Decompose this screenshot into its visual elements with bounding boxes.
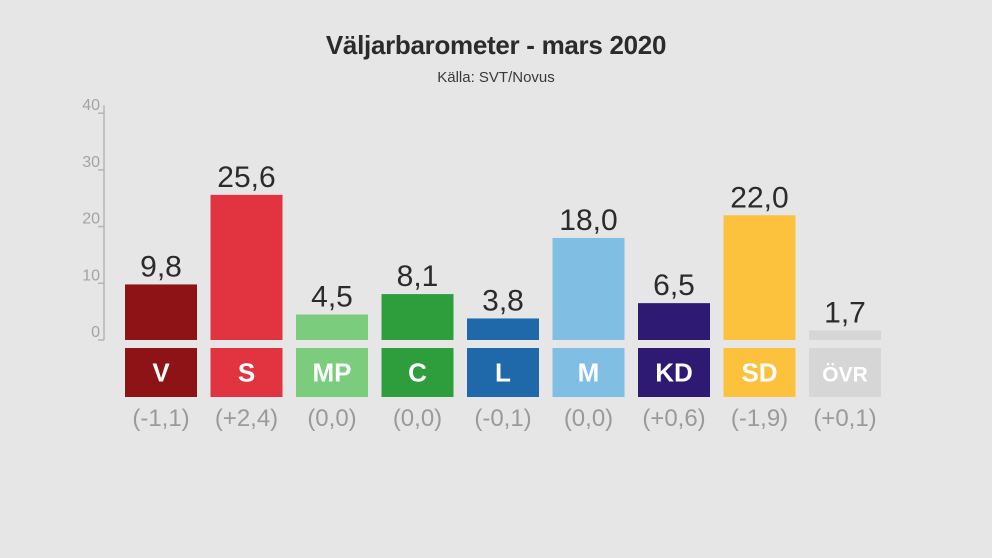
bar-value-label-ovr: 1,7 [824,296,866,329]
chart-subtitle: Källa: SVT/Novus [437,69,555,86]
bar-ovr [809,330,881,340]
y-tick-label: 40 [82,97,100,114]
party-label-s: S [238,358,255,388]
party-label-box-l [467,348,539,397]
change-label-mp: (0,0) [307,405,356,432]
party-label-v: V [152,358,170,388]
change-label-v: (-1,1) [132,405,189,432]
party-label-box-s [210,348,283,397]
bar-value-label-s: 25,6 [217,161,275,194]
party-label-box-c [381,348,454,397]
chart-title: Väljarbarometer - mars 2020 [325,30,667,60]
change-label-c: (0,0) [393,405,442,432]
bar-value-label-mp: 4,5 [311,280,353,313]
party-label-sd: SD [741,358,777,388]
bar-value-label-m: 18,0 [559,204,617,237]
party-label-box-m [552,348,625,397]
bar-kd [638,303,710,340]
party-label-box-ovr [809,348,881,397]
bar-c [381,294,454,340]
change-label-sd: (-1,9) [731,405,788,432]
party-label-m: M [578,358,600,388]
party-label-box-sd [723,348,796,397]
y-tick-label: 10 [82,267,100,284]
party-label-kd: KD [655,358,693,388]
party-label-box-mp [296,348,368,397]
bar-l [467,318,539,340]
party-label-mp: MP [313,358,352,388]
bar-value-label-l: 3,8 [482,284,524,317]
party-label-c: C [408,358,427,388]
change-label-s: (+2,4) [215,405,278,432]
change-label-kd: (+0,6) [642,405,705,432]
change-label-l: (-0,1) [474,405,531,432]
party-label-ovr: ÖVR [822,364,868,387]
bar-value-label-c: 8,1 [397,260,439,293]
y-tick-label: 0 [91,324,100,341]
bar-value-label-kd: 6,5 [653,269,695,302]
y-tick-label: 20 [82,211,100,228]
bar-v [125,284,197,340]
change-label-m: (0,0) [564,405,613,432]
bar-m [552,237,625,340]
party-label-l: L [495,358,511,388]
bar-sd [723,215,796,340]
bar-value-label-sd: 22,0 [730,181,788,214]
bar-s [210,194,283,340]
bar-value-label-v: 9,8 [140,250,182,283]
party-label-box-v [125,348,197,397]
change-label-ovr: (+0,1) [813,405,876,432]
party-label-box-kd [638,348,710,397]
bar-mp [296,314,368,340]
y-tick-label: 30 [82,154,100,171]
